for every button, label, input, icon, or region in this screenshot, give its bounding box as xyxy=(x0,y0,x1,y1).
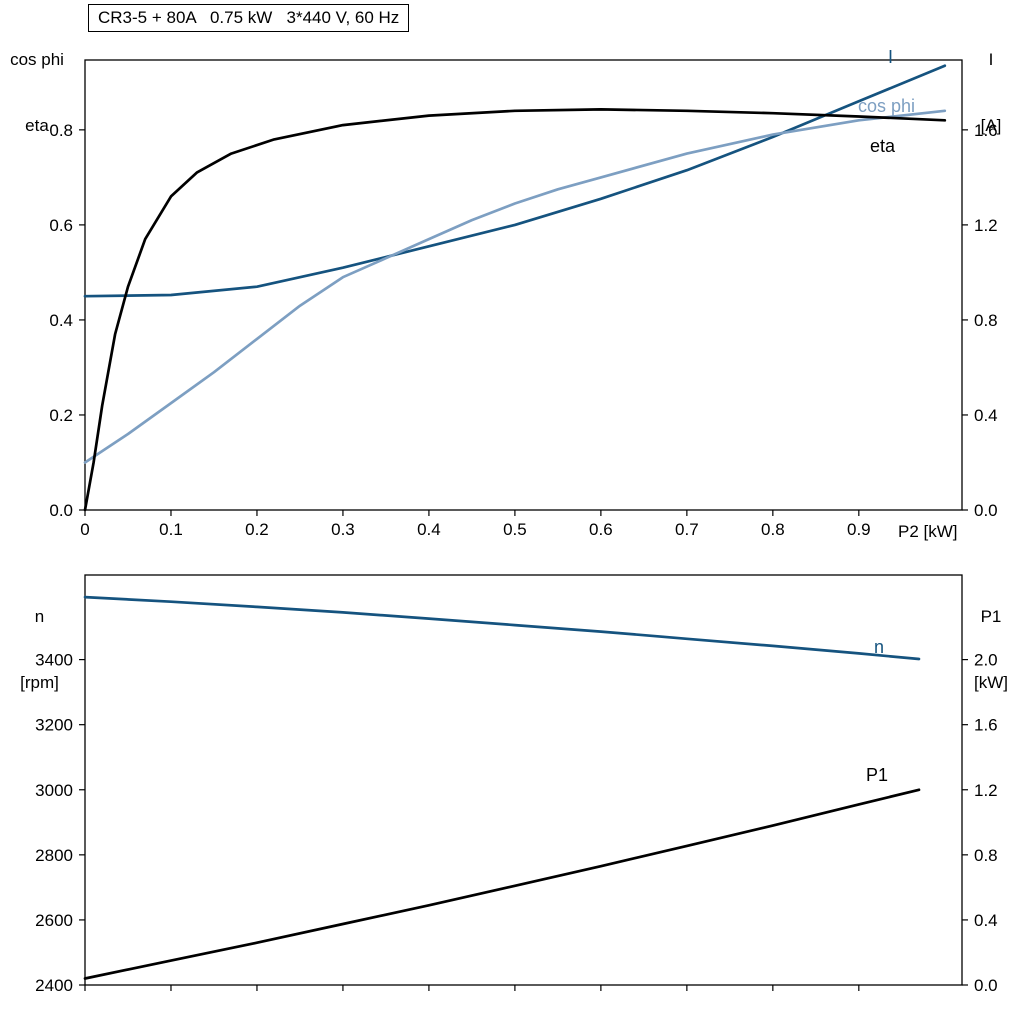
svg-text:3400: 3400 xyxy=(35,651,73,670)
svg-text:0: 0 xyxy=(80,520,89,539)
svg-text:0.4: 0.4 xyxy=(49,311,73,330)
chart-top-svg: 0 0.1 0.2 0.3 0.4 0.5 0.6 0.7 0.8 0.9 0.0 0.2 0.4 0.6… xyxy=(49,59,998,539)
svg-text:1.6: 1.6 xyxy=(974,716,998,735)
right-axis-label-p1: P1 xyxy=(980,607,1002,626)
svg-text:2.0: 2.0 xyxy=(974,651,998,670)
chart-bottom-ticks xyxy=(79,659,968,991)
chart-bottom-frame xyxy=(84,574,963,986)
right-axis-label-A: [A] xyxy=(980,116,1002,135)
curve-label-eta: eta xyxy=(870,136,896,156)
svg-text:2600: 2600 xyxy=(35,911,73,930)
svg-text:0.0: 0.0 xyxy=(49,501,73,520)
chart-top-tick-labels: 0 0.1 0.2 0.3 0.4 0.5 0.6 0.7 0.8 0.9 0.0 0.2 0.4 0.6… xyxy=(49,121,997,539)
curve-label-speed: n xyxy=(874,637,885,657)
right-axis-label-I: I xyxy=(988,50,994,69)
svg-text:0.4: 0.4 xyxy=(974,406,998,425)
chart-top-curves xyxy=(83,64,947,512)
svg-text:0.4: 0.4 xyxy=(974,911,998,930)
left-axis-label-cos-phi: cos phi xyxy=(10,50,64,69)
svg-text:0.8: 0.8 xyxy=(49,121,73,140)
svg-text:0.8: 0.8 xyxy=(974,846,998,865)
svg-text:2800: 2800 xyxy=(35,846,73,865)
top-right-axis-label: I [A] xyxy=(960,5,1022,181)
chart-title: CR3-5 + 80A 0.75 kW 3*440 V, 60 Hz xyxy=(88,4,410,32)
svg-text:2400: 2400 xyxy=(35,976,73,995)
curve-label-power: P1 xyxy=(866,765,889,785)
svg-text:1.2: 1.2 xyxy=(974,216,998,235)
svg-text:1.6: 1.6 xyxy=(974,121,998,140)
bottom-right-axis-label: P1 [kW] xyxy=(960,562,1022,738)
left-axis-label-eta: eta xyxy=(25,116,49,135)
svg-text:0.3: 0.3 xyxy=(331,520,355,539)
curve-label-cos-phi: cos phi xyxy=(858,96,916,116)
svg-text:0.0: 0.0 xyxy=(974,976,998,995)
chart-bottom-curves xyxy=(83,595,921,980)
chart-bottom-svg: 2400 2600 2800 3000 3200 3400 0.0 0.4 0.8 1.2 1.6 2… xyxy=(35,574,998,995)
svg-text:0.1: 0.1 xyxy=(159,520,183,539)
svg-text:1.2: 1.2 xyxy=(974,781,998,800)
right-axis-label-kw: [kW] xyxy=(974,673,1008,692)
svg-text:0.6: 0.6 xyxy=(589,520,613,539)
chart-top-ticks xyxy=(79,129,968,516)
svg-text:3000: 3000 xyxy=(35,781,73,800)
svg-text:0.9: 0.9 xyxy=(847,520,871,539)
svg-text:0.0: 0.0 xyxy=(974,501,998,520)
svg-text:0.5: 0.5 xyxy=(503,520,527,539)
svg-text:0.6: 0.6 xyxy=(49,216,73,235)
x-axis-label-p2: P2 [kW] xyxy=(898,522,958,541)
svg-text:0.8: 0.8 xyxy=(761,520,785,539)
svg-text:0.8: 0.8 xyxy=(974,311,998,330)
left-axis-label-n: n xyxy=(34,607,45,626)
chart-top-frame xyxy=(84,59,963,511)
svg-text:0.4: 0.4 xyxy=(417,520,441,539)
svg-text:0.7: 0.7 xyxy=(675,520,699,539)
bottom-left-axis-label: n [rpm] xyxy=(2,562,77,738)
svg-text:0.2: 0.2 xyxy=(245,520,269,539)
top-left-axis-label: cos phi eta xyxy=(2,5,72,181)
left-axis-label-rpm: [rpm] xyxy=(20,673,59,692)
curve-label-current: I xyxy=(888,47,894,67)
chart-bottom-tick-labels: 2400 2600 2800 3000 3200 3400 0.0 0.4 0.8 1.2 1.6 2… xyxy=(35,651,997,995)
svg-text:0.2: 0.2 xyxy=(49,406,73,425)
svg-text:3200: 3200 xyxy=(35,716,73,735)
